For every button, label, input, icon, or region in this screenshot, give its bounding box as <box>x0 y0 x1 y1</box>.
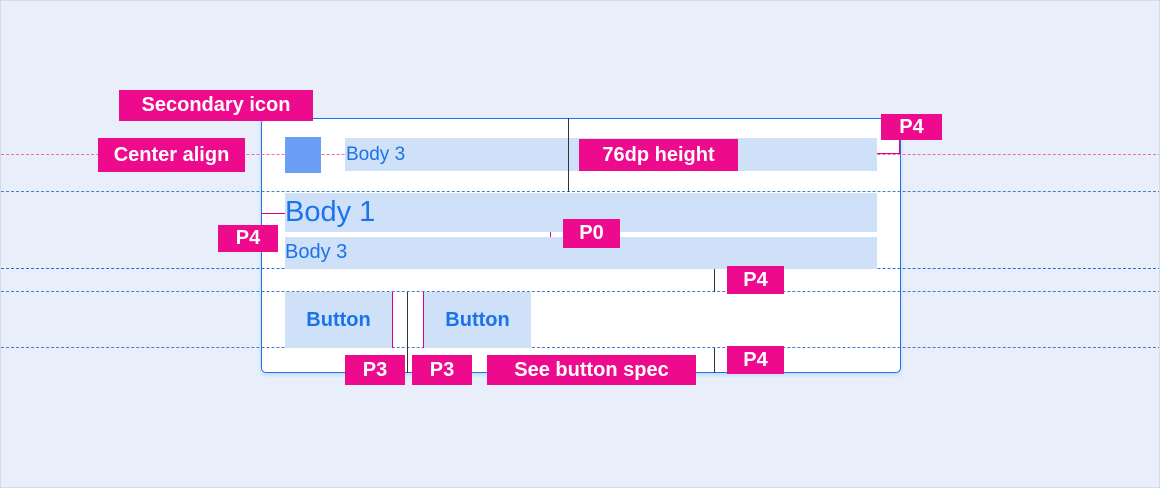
padding-measure <box>423 292 424 348</box>
padding-measure <box>714 269 715 292</box>
guide-line <box>1 347 1159 348</box>
label-p4: P4 <box>727 266 784 294</box>
label-secondary-icon: Secondary icon <box>119 90 313 121</box>
height-measure <box>568 118 569 192</box>
label-p3: P3 <box>345 355 405 385</box>
label-height: 76dp height <box>579 139 738 171</box>
padding-measure <box>899 140 900 154</box>
padding-measure <box>261 213 285 214</box>
padding-measure <box>877 153 901 154</box>
padding-measure <box>550 232 551 237</box>
label-center-align: Center align <box>98 138 245 172</box>
label-p4: P4 <box>727 346 784 374</box>
padding-measure <box>714 348 715 373</box>
label-p3: P3 <box>412 355 472 385</box>
secondary-icon <box>285 137 321 173</box>
padding-measure <box>407 292 408 373</box>
button-1[interactable]: Button <box>285 292 392 348</box>
padding-measure <box>392 292 393 348</box>
label-p4: P4 <box>881 114 942 140</box>
guide-line <box>1 191 1159 192</box>
label-p4: P4 <box>218 225 278 252</box>
label-button-spec: See button spec <box>487 355 696 385</box>
button-2[interactable]: Button <box>424 292 531 348</box>
label-p0: P0 <box>563 219 620 248</box>
guide-line <box>1 291 1159 292</box>
